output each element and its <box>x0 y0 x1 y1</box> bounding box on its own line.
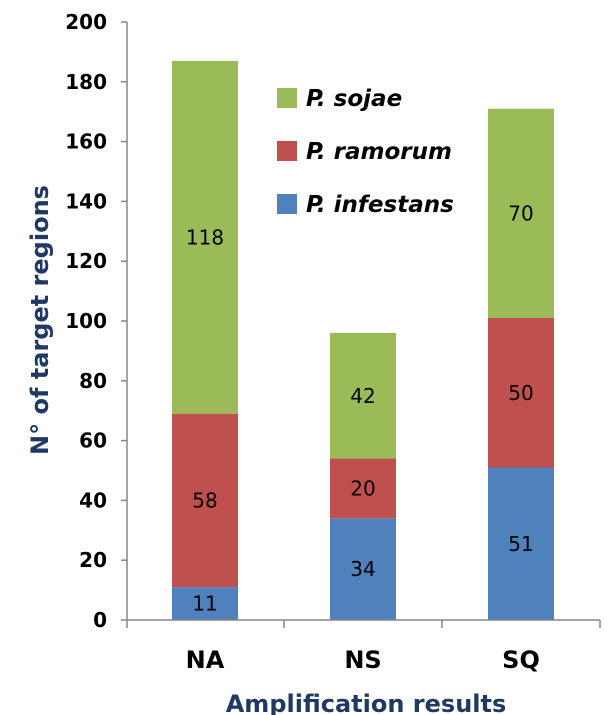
bar-ns-psojae <box>330 332 396 459</box>
y-tick-label: 140 <box>65 189 107 213</box>
x-axis-title: Amplification results <box>226 690 507 715</box>
axes-group: 0 20 40 60 80 100 120 140 160 180 200 NA NS SQ <box>65 10 601 674</box>
x-tick-label-ns: NS <box>344 646 381 674</box>
y-tick-label: 180 <box>65 70 107 94</box>
data-label-sq-pramorum: 50 <box>508 381 533 405</box>
y-tick-label: 200 <box>65 10 107 34</box>
legend-swatch-psojae <box>277 88 297 108</box>
y-tick-label: 160 <box>65 130 107 154</box>
bar-sq-pinfestans <box>488 467 554 620</box>
bar-na-psojae <box>172 60 238 414</box>
bar-sq-psojae <box>488 108 554 319</box>
data-label-na-pramorum: 58 <box>192 488 217 512</box>
y-tick-label: 40 <box>79 488 107 512</box>
y-tick-label: 120 <box>65 249 107 273</box>
x-tick-label-sq: SQ <box>502 646 540 674</box>
data-label-sq-psojae: 70 <box>508 201 533 225</box>
y-tick-label: 60 <box>79 429 107 453</box>
bar-na-pinfestans <box>172 587 238 620</box>
y-tick-label: 80 <box>79 369 107 393</box>
x-tick-label-na: NA <box>186 646 225 674</box>
data-labels-group: 11 58 118 34 20 42 51 50 70 <box>186 201 534 615</box>
data-label-na-psojae: 118 <box>186 225 224 249</box>
legend-label-psojae: P. sojae <box>306 86 402 112</box>
legend-swatch-pramorum <box>277 141 297 161</box>
data-label-ns-pinfestans: 34 <box>350 557 375 581</box>
bar-ns-pramorum <box>330 458 396 519</box>
legend-swatch-pinfestans <box>277 194 297 214</box>
data-label-ns-psojae: 42 <box>350 384 375 408</box>
y-tick-label: 0 <box>93 608 107 632</box>
data-label-ns-pramorum: 20 <box>350 476 375 500</box>
legend-label-pinfestans: P. infestans <box>306 192 454 218</box>
y-axis-title: N° of target regions <box>26 185 54 455</box>
legend-label-pramorum: P. ramorum <box>306 139 452 165</box>
legend: P. sojae P. ramorum P. infestans <box>277 86 454 218</box>
bar-na-pramorum <box>172 413 238 588</box>
bar-sq-pramorum <box>488 318 554 468</box>
data-label-na-pinfestans: 11 <box>192 592 217 616</box>
bars-group <box>172 60 554 620</box>
bar-ns-pinfestans <box>330 518 396 620</box>
y-tick-label: 20 <box>79 548 107 572</box>
data-label-sq-pinfestans: 51 <box>508 532 533 556</box>
y-tick-label: 100 <box>65 309 107 333</box>
